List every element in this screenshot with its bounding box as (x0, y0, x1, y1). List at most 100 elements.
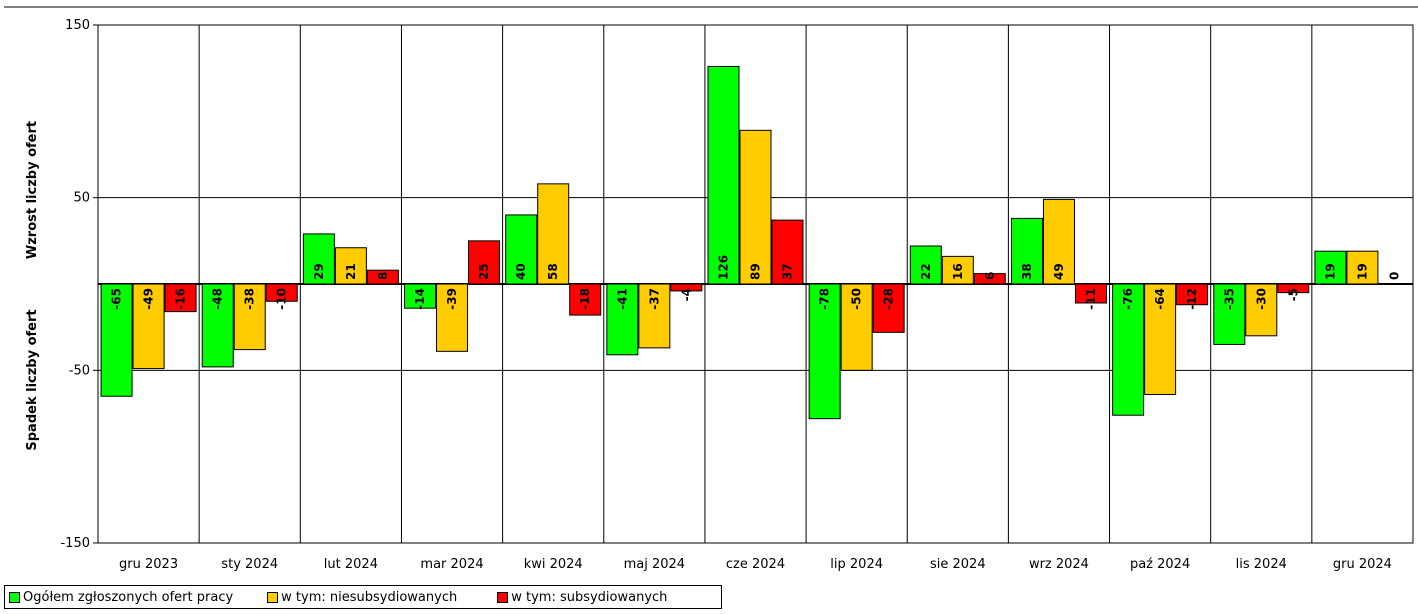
data-label: -37 (647, 288, 661, 310)
x-tick-label: gru 2024 (1333, 557, 1392, 572)
data-label: -50 (850, 288, 864, 310)
bar (132, 283, 165, 370)
y-axis-label-bottom: Spadek liczby ofert (25, 309, 40, 450)
x-tick-label: paź 2024 (1130, 557, 1190, 572)
x-tick-label: sty 2024 (221, 557, 278, 572)
x-tick-label: gru 2023 (119, 557, 178, 572)
bar (302, 233, 335, 285)
bar (808, 283, 841, 420)
legend-item: Ogółem zgłoszonych ofert pracy (9, 590, 233, 605)
x-tick-label: cze 2024 (726, 557, 785, 572)
bar (334, 247, 367, 285)
data-label: 22 (919, 263, 933, 280)
data-label: -48 (211, 288, 225, 310)
data-label: -78 (818, 288, 832, 310)
y-axis-label-top: Wzrost liczby ofert (25, 121, 40, 259)
bar (505, 214, 538, 285)
data-label: 29 (312, 263, 326, 280)
bar (872, 283, 905, 333)
data-label: 25 (477, 263, 491, 280)
bar (1010, 217, 1043, 285)
legend-item: w tym: subsydiowanych (497, 590, 667, 605)
x-tick-label: sie 2024 (930, 557, 986, 572)
data-label: -16 (174, 288, 188, 310)
bar (840, 283, 873, 371)
bar (468, 240, 501, 285)
legend-swatch (267, 591, 279, 603)
bar (739, 129, 772, 285)
bar (1245, 283, 1278, 337)
legend-item: w tym: niesubsydiowanych (267, 590, 457, 605)
data-label: 0 (1387, 272, 1401, 280)
data-label: 19 (1323, 263, 1337, 280)
x-tick-label: lis 2024 (1236, 557, 1287, 572)
bar (1346, 250, 1379, 285)
bar (771, 219, 804, 285)
data-label: -30 (1254, 288, 1268, 310)
bar (1144, 283, 1177, 396)
bar (233, 283, 266, 351)
bar (1314, 250, 1347, 285)
bar (1112, 283, 1145, 416)
data-label: 6 (983, 272, 997, 280)
data-label: 16 (951, 263, 965, 280)
data-label: -10 (275, 288, 289, 310)
data-label: 37 (781, 263, 795, 280)
data-label: -12 (1185, 288, 1199, 310)
y-tick-label: -150 (60, 536, 90, 551)
legend-label: w tym: subsydiowanych (511, 589, 668, 605)
bar (606, 283, 639, 356)
x-tick-label: lut 2024 (324, 557, 378, 572)
bar (1176, 283, 1209, 306)
y-tick-label: 50 (73, 191, 90, 206)
bar (973, 273, 1006, 285)
data-label: 49 (1052, 263, 1066, 280)
data-label: -38 (243, 288, 257, 310)
data-label: -65 (110, 288, 124, 310)
bar (1213, 283, 1246, 345)
data-label: -11 (1084, 288, 1098, 310)
data-label: -28 (882, 288, 896, 310)
bar (436, 283, 469, 352)
data-label: -49 (142, 288, 156, 310)
x-tick-label: wrz 2024 (1029, 557, 1089, 572)
legend-label: w tym: niesubsydiowanych (281, 589, 458, 605)
bar (164, 283, 197, 313)
bar (537, 183, 570, 285)
legend-swatch (9, 591, 20, 603)
bar (638, 283, 671, 349)
data-label: -18 (578, 288, 592, 310)
data-label: -4 (679, 288, 693, 301)
data-label: 89 (749, 263, 763, 280)
bar (1277, 283, 1310, 294)
bar (404, 283, 437, 309)
data-label: -64 (1153, 288, 1167, 310)
x-tick-label: maj 2024 (624, 557, 685, 572)
x-tick-label: kwi 2024 (524, 557, 583, 572)
legend-label: Ogółem zgłoszonych ofert pracy (23, 589, 234, 605)
data-label: 8 (376, 272, 390, 280)
y-tick-label: -50 (69, 363, 90, 378)
bar (201, 283, 234, 368)
data-label: -5 (1286, 288, 1300, 301)
data-label: 40 (514, 263, 528, 280)
data-label: -35 (1222, 288, 1236, 310)
legend: Ogółem zgłoszonych ofert pracy w tym: nie… (4, 585, 722, 609)
bar (1042, 198, 1075, 285)
bar (569, 283, 602, 316)
data-label: -41 (615, 288, 629, 310)
bar (100, 283, 133, 397)
y-tick-label: 150 (65, 18, 90, 33)
bar (941, 255, 974, 285)
bar (366, 269, 399, 285)
x-tick-label: lip 2024 (830, 557, 883, 572)
data-label: -14 (413, 288, 427, 310)
data-label: -39 (445, 288, 459, 310)
bar (909, 245, 942, 285)
data-label: 19 (1355, 263, 1369, 280)
data-label: -76 (1121, 288, 1135, 310)
data-label: 21 (344, 263, 358, 280)
legend-swatch (497, 591, 509, 603)
x-tick-label: mar 2024 (420, 557, 483, 572)
bar (707, 65, 740, 285)
